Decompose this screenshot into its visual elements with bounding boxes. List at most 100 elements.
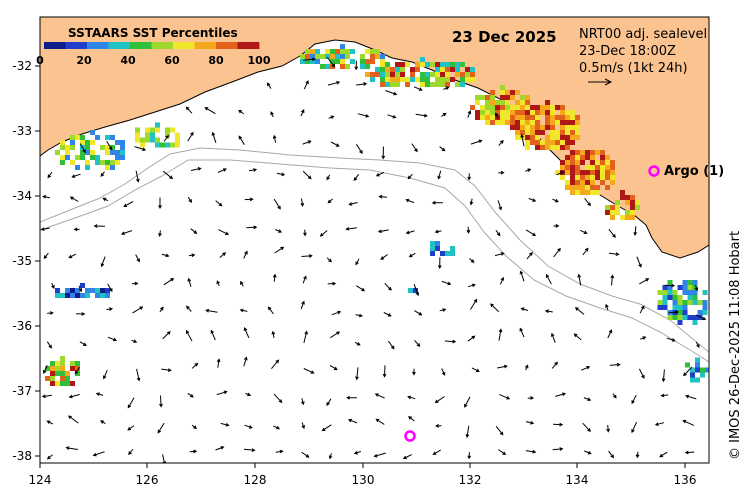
sst-pixel [705, 367, 709, 373]
sst-pixel [657, 305, 663, 310]
sst-pixel [160, 142, 165, 148]
sst-pixel [520, 95, 525, 100]
sst-pixel [60, 160, 65, 165]
sst-pixel [595, 175, 600, 180]
current-arrow [380, 254, 388, 260]
sst-pixel [385, 67, 390, 72]
current-arrow [243, 327, 250, 339]
current-arrow [520, 307, 529, 311]
current-arrow [377, 229, 389, 234]
current-arrow [186, 329, 193, 342]
sst-pixel [70, 145, 75, 150]
sst-pixel [450, 62, 455, 67]
sst-pixel [682, 300, 688, 305]
sst-pixel [75, 366, 80, 371]
sst-pixel [60, 376, 65, 381]
sst-pixel [555, 120, 560, 125]
sst-pixel [95, 155, 100, 160]
current-arrow [579, 229, 588, 234]
sst-pixel [605, 160, 610, 165]
sst-pixel [55, 288, 60, 293]
current-arrow [102, 197, 109, 202]
current-arrow [67, 415, 79, 424]
sst-pixel [105, 288, 110, 293]
sst-pixel [75, 371, 80, 376]
sst-pixel [600, 160, 605, 165]
current-arrow [219, 252, 227, 258]
current-arrow [354, 60, 359, 71]
sst-pixel [315, 59, 320, 64]
sst-pixel [495, 100, 500, 105]
sst-pixel [702, 310, 708, 315]
sst-pixel [85, 160, 90, 165]
sst-pixel [545, 100, 550, 105]
sst-pixel [600, 165, 605, 170]
current-arrow [439, 308, 447, 312]
sst-pixel [435, 241, 440, 246]
sst-pixel [600, 155, 605, 160]
sst-pixel [677, 285, 683, 290]
sst-pixel [100, 288, 105, 293]
sst-pixel [570, 110, 575, 115]
current-arrow [606, 425, 610, 433]
current-arrow [135, 170, 140, 183]
current-arrow [76, 312, 86, 316]
current-arrow [79, 341, 87, 346]
sst-pixel [395, 62, 400, 67]
current-arrow [131, 339, 138, 343]
sst-pixel [687, 290, 693, 295]
legend-color-swatch [173, 42, 195, 49]
current-arrow [190, 167, 202, 171]
current-arrow [272, 273, 277, 282]
current-arrow [42, 195, 51, 199]
current-arrow [190, 228, 198, 234]
current-arrow [301, 398, 305, 406]
sst-pixel [560, 160, 565, 165]
sst-pixel [415, 62, 420, 67]
sst-pixel [440, 67, 445, 72]
current-arrow [68, 394, 80, 399]
sst-pixel [515, 100, 520, 105]
sst-pixel [525, 135, 530, 140]
argo-float-marker[interactable] [648, 165, 660, 177]
sst-pixel [455, 82, 460, 87]
argo-float-marker[interactable] [404, 430, 416, 442]
sst-pixel [475, 115, 480, 120]
sst-pixel [430, 62, 435, 67]
current-arrow [65, 446, 78, 450]
current-arrow [272, 134, 277, 143]
current-arrow [639, 305, 645, 314]
sst-pixel [165, 132, 170, 138]
current-arrow [71, 173, 81, 178]
sst-pixel [60, 145, 65, 150]
sst-pixel [150, 132, 155, 138]
sst-pixel [575, 155, 580, 160]
sst-pixel [440, 72, 445, 77]
sst-pixel [45, 366, 50, 371]
sst-pixel [45, 376, 50, 381]
sst-pixel [570, 140, 575, 145]
current-arrow [661, 369, 666, 383]
sst-pixel [580, 175, 585, 180]
sst-pixel [565, 110, 570, 115]
sst-pixel [565, 130, 570, 135]
sst-pixel [535, 140, 540, 145]
current-arrow [218, 229, 230, 235]
sst-pixel [440, 77, 445, 82]
legend-color-swatch [108, 42, 131, 49]
sst-pixel [380, 62, 385, 67]
sst-pixel [55, 371, 60, 376]
sst-pixel [575, 160, 580, 165]
current-arrow [434, 229, 442, 234]
sst-pixel [585, 150, 590, 155]
current-arrow [327, 198, 333, 204]
sst-pixel [515, 115, 520, 120]
sst-pixel [520, 105, 525, 110]
sst-pixel [695, 362, 700, 368]
current-arrow [414, 310, 423, 316]
current-arrow [185, 106, 193, 114]
sst-pixel [515, 90, 520, 95]
sst-pixel [585, 155, 590, 160]
current-arrow [467, 335, 476, 342]
sst-pixel [580, 180, 585, 185]
